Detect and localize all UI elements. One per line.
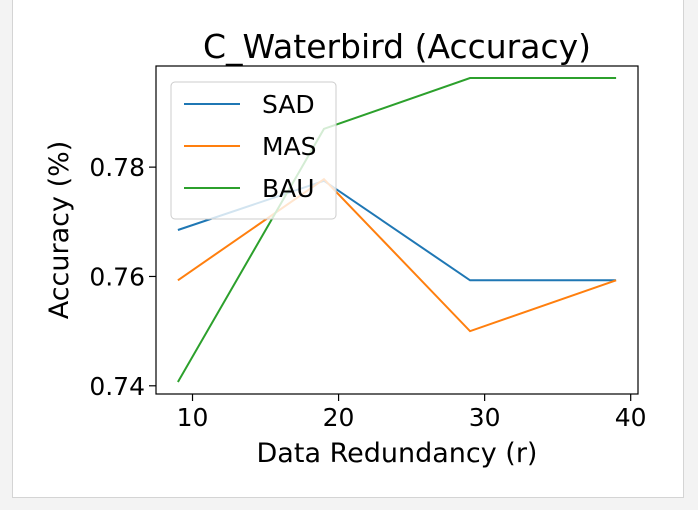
y-tick-label: 0.74 [89,372,145,401]
legend-label: BAU [262,174,315,203]
legend-label: MAS [262,132,317,161]
x-tick-label: 40 [615,403,647,432]
figure-frame [12,0,684,498]
legend-label: SAD [262,90,315,119]
y-tick-label: 0.76 [89,262,145,291]
axis-ticks: 10 20 30 40 0.74 0.76 0.78 [89,153,646,432]
x-tick-label: 20 [323,403,355,432]
x-tick-label: 10 [177,403,209,432]
series-line-bau [177,77,617,383]
x-axis-label: Data Redundancy (r) [257,438,538,469]
legend: SAD MAS BAU [170,81,337,220]
y-tick-label: 0.78 [89,153,145,182]
series-line-mas [177,177,617,333]
chart-title: C_Waterbird (Accuracy) [203,27,591,66]
legend-box [170,81,337,220]
x-tick-label: 30 [469,403,501,432]
y-axis-label: Accuracy (%) [44,141,75,320]
plot-area-border [155,65,639,395]
